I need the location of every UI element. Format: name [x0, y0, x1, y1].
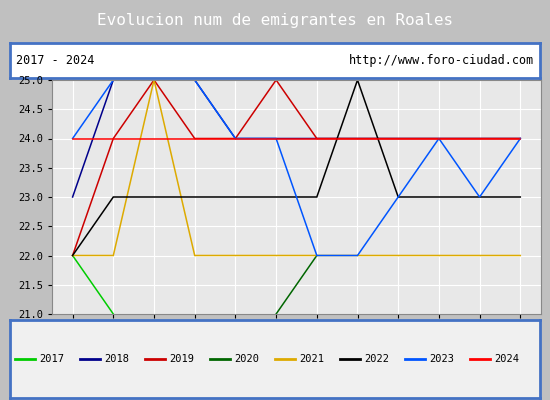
Text: 2017: 2017 — [40, 354, 64, 364]
Text: 2019: 2019 — [169, 354, 195, 364]
Text: 2023: 2023 — [430, 354, 454, 364]
Text: 2018: 2018 — [104, 354, 130, 364]
Text: 2024: 2024 — [494, 354, 519, 364]
Text: http://www.foro-ciudad.com: http://www.foro-ciudad.com — [349, 54, 534, 67]
Text: 2021: 2021 — [299, 354, 324, 364]
Text: Evolucion num de emigrantes en Roales: Evolucion num de emigrantes en Roales — [97, 14, 453, 28]
Text: 2022: 2022 — [364, 354, 389, 364]
Text: 2020: 2020 — [234, 354, 260, 364]
Text: 2017 - 2024: 2017 - 2024 — [16, 54, 95, 67]
